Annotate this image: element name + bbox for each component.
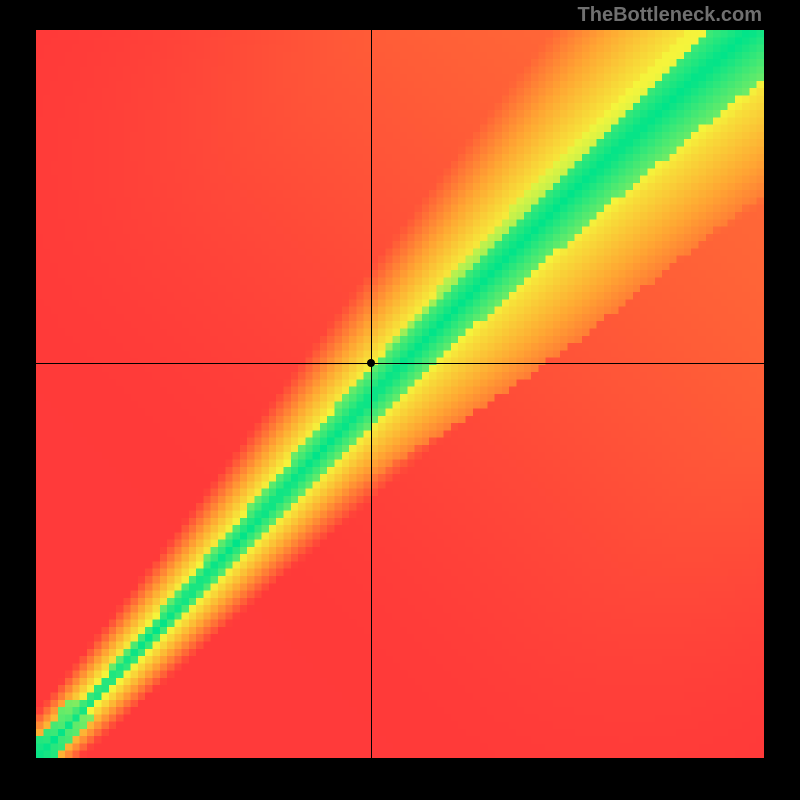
heatmap-canvas — [36, 30, 764, 758]
chart-container: TheBottleneck.com — [0, 0, 800, 800]
operating-point-marker — [367, 359, 375, 367]
plot-area — [36, 30, 764, 758]
crosshair-vertical — [371, 30, 372, 758]
crosshair-horizontal — [36, 363, 764, 364]
watermark-text: TheBottleneck.com — [578, 4, 762, 27]
